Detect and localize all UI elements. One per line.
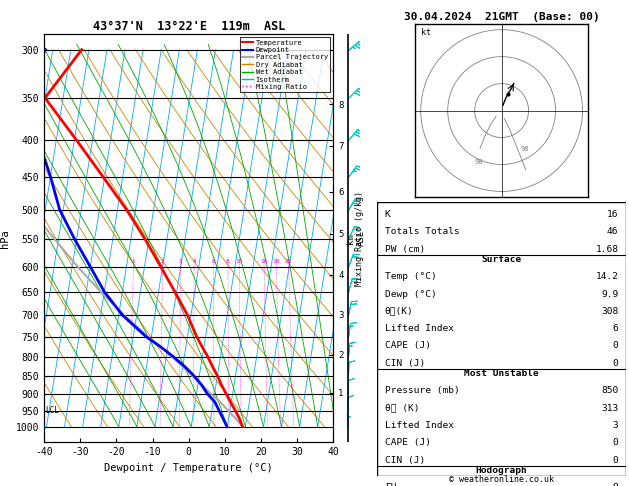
Text: 8: 8 — [226, 259, 230, 264]
Text: 3: 3 — [179, 259, 183, 264]
Text: Most Unstable: Most Unstable — [464, 369, 539, 378]
X-axis label: Dewpoint / Temperature (°C): Dewpoint / Temperature (°C) — [104, 463, 273, 473]
Text: 4: 4 — [192, 259, 196, 264]
Text: 3: 3 — [613, 421, 618, 430]
Text: Surface: Surface — [482, 255, 521, 264]
Text: Lifted Index: Lifted Index — [385, 324, 454, 333]
Text: 308: 308 — [601, 307, 618, 316]
Text: 10: 10 — [236, 259, 243, 264]
Text: 1.68: 1.68 — [596, 244, 618, 254]
Text: 98: 98 — [521, 146, 529, 152]
Text: 313: 313 — [601, 404, 618, 413]
Text: 16: 16 — [260, 259, 268, 264]
Text: Lifted Index: Lifted Index — [385, 421, 454, 430]
Text: 6: 6 — [613, 324, 618, 333]
Text: 0: 0 — [613, 359, 618, 368]
Text: 850: 850 — [601, 386, 618, 396]
Text: 16: 16 — [607, 210, 618, 219]
Y-axis label: hPa: hPa — [0, 229, 10, 247]
Y-axis label: km
ASL: km ASL — [347, 230, 366, 246]
Text: 30.04.2024  21GMT  (Base: 00): 30.04.2024 21GMT (Base: 00) — [404, 12, 599, 22]
Text: Hodograph: Hodograph — [476, 466, 528, 475]
Text: 9: 9 — [613, 483, 618, 486]
Text: LCL: LCL — [45, 406, 59, 415]
Text: 0: 0 — [613, 341, 618, 350]
Text: CIN (J): CIN (J) — [385, 455, 425, 465]
Text: K: K — [385, 210, 391, 219]
Text: 25: 25 — [285, 259, 292, 264]
Text: Pressure (mb): Pressure (mb) — [385, 386, 460, 396]
Text: Temp (°C): Temp (°C) — [385, 272, 437, 281]
Legend: Temperature, Dewpoint, Parcel Trajectory, Dry Adiabat, Wet Adiabat, Isotherm, Mi: Temperature, Dewpoint, Parcel Trajectory… — [240, 37, 330, 92]
Text: 0: 0 — [613, 438, 618, 447]
Text: EH: EH — [385, 483, 396, 486]
Text: CAPE (J): CAPE (J) — [385, 438, 431, 447]
Text: 9.9: 9.9 — [601, 290, 618, 298]
Text: CAPE (J): CAPE (J) — [385, 341, 431, 350]
Text: 46: 46 — [607, 227, 618, 236]
Text: 1: 1 — [131, 259, 135, 264]
Text: 98: 98 — [475, 159, 483, 165]
Text: Totals Totals: Totals Totals — [385, 227, 460, 236]
Text: 20: 20 — [272, 259, 280, 264]
Text: θᴄ(K): θᴄ(K) — [385, 307, 414, 316]
Text: 0: 0 — [613, 455, 618, 465]
Text: CIN (J): CIN (J) — [385, 359, 425, 368]
Text: θᴄ (K): θᴄ (K) — [385, 404, 420, 413]
Title: 43°37'N  13°22'E  119m  ASL: 43°37'N 13°22'E 119m ASL — [92, 20, 285, 33]
Text: 14.2: 14.2 — [596, 272, 618, 281]
Text: Dewp (°C): Dewp (°C) — [385, 290, 437, 298]
Text: Mixing Ratio (g/kg): Mixing Ratio (g/kg) — [355, 191, 364, 286]
Text: PW (cm): PW (cm) — [385, 244, 425, 254]
Text: 6: 6 — [212, 259, 216, 264]
Text: © weatheronline.co.uk: © weatheronline.co.uk — [449, 474, 554, 484]
Text: kt: kt — [421, 28, 431, 37]
Text: 2: 2 — [161, 259, 165, 264]
